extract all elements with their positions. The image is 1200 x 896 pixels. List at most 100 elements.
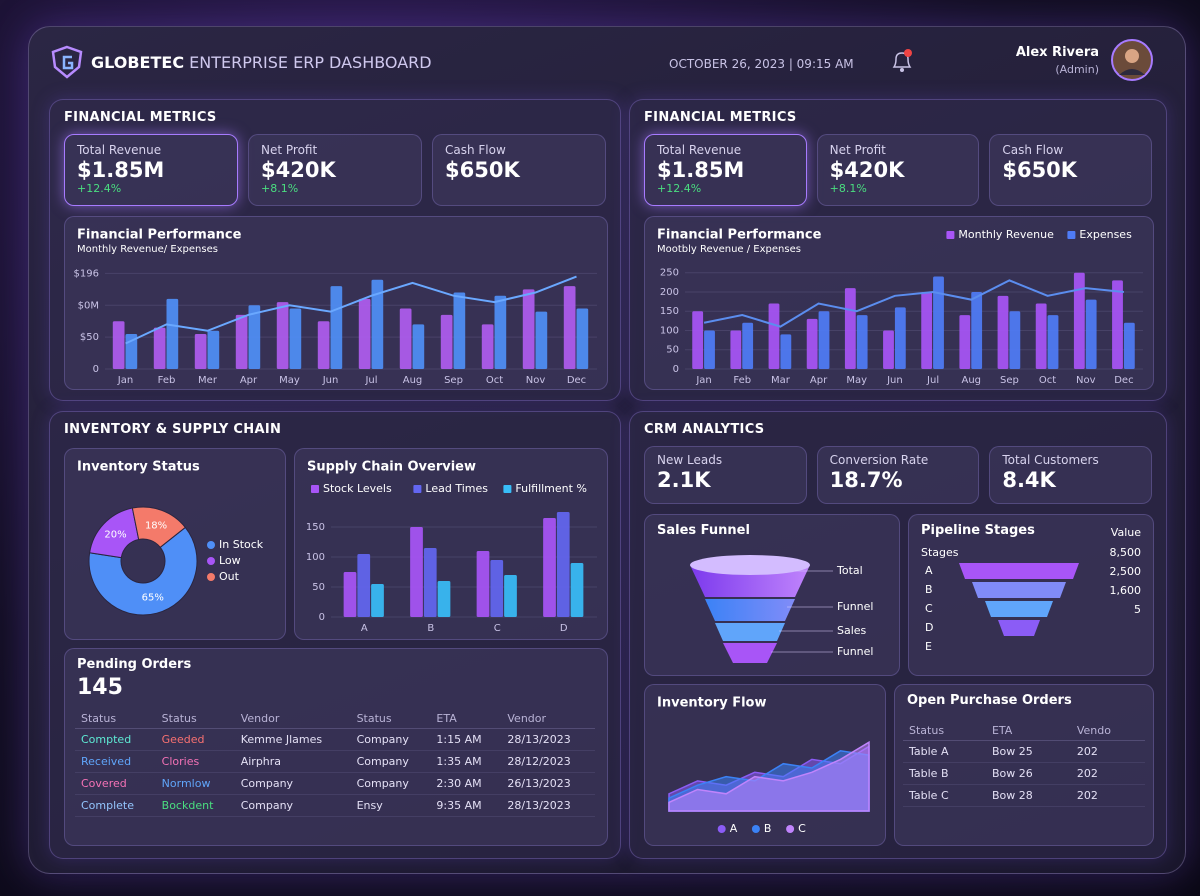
legend-swatch <box>413 485 422 493</box>
bar <box>1085 299 1097 369</box>
x-tick-label: Nov <box>526 375 546 386</box>
bar <box>1123 322 1135 369</box>
legend-label: Stock Levels <box>323 482 392 495</box>
pipeline-bar <box>959 563 1079 579</box>
table-cell: Company <box>350 728 431 751</box>
legend-swatch <box>751 825 760 833</box>
card-title: Pipeline Stages <box>921 523 1035 538</box>
header-row: Status ETA Vendo <box>903 721 1145 741</box>
x-tick-label: Sep <box>1000 375 1019 386</box>
bar <box>330 286 343 369</box>
x-tick-label: Jun <box>886 375 903 386</box>
legend-swatch <box>786 825 795 833</box>
pipeline-bar <box>998 620 1040 636</box>
bar <box>1112 280 1123 369</box>
table-cell: 9:35 AM <box>430 794 502 817</box>
table-cell: 202 <box>1070 740 1145 763</box>
legend-label: Monthly Revenue <box>958 228 1054 241</box>
card-title: Pending Orders <box>77 657 192 672</box>
bar <box>207 330 220 369</box>
bar <box>1073 272 1085 369</box>
bar <box>357 554 371 617</box>
table-row: Table B Bow 26 202 <box>903 762 1145 785</box>
bar <box>576 308 589 369</box>
table-cell: Covered <box>75 772 156 795</box>
x-tick-label: Jul <box>926 375 939 386</box>
table-cell: Company <box>350 772 431 795</box>
bar <box>371 584 384 617</box>
bar <box>730 330 742 369</box>
bar <box>806 318 818 369</box>
bar <box>371 279 384 369</box>
y-tick-label: 100 <box>660 325 679 336</box>
bar <box>423 548 437 617</box>
avatar[interactable] <box>1111 39 1153 81</box>
kpi-label: Cash Flow <box>445 143 506 157</box>
chart-card: Financial Performance Monthly Revenue/ Ex… <box>64 216 608 390</box>
bar <box>1047 315 1059 369</box>
bar <box>476 551 490 617</box>
bar <box>437 581 451 617</box>
table-cell: Airphra <box>234 750 351 773</box>
table-row: Covered Normlow Company Company 2:30 AM 26/13… <box>75 772 595 795</box>
trend-line <box>125 275 577 345</box>
user-role: (Admin) <box>1055 63 1099 76</box>
kpi-card: Net Profit $420K +8.1% <box>816 134 980 206</box>
x-tick-label: Feb <box>733 375 751 386</box>
bar <box>490 560 504 617</box>
table-cell: Received <box>75 750 156 773</box>
table-cell: Bow 25 <box>985 740 1071 763</box>
card-title: Sales Funnel <box>657 523 750 538</box>
bar <box>166 298 179 369</box>
kpi-value: 2.1K <box>657 468 711 492</box>
panel-title: CRM ANALYTICS <box>644 422 765 437</box>
kpi-value: $420K <box>261 158 336 182</box>
bar <box>997 295 1009 369</box>
legend-swatch <box>503 485 512 493</box>
table-cell: Table B <box>903 762 986 785</box>
table-cell: Geeded <box>155 728 235 751</box>
bar <box>194 333 207 369</box>
x-tick-label: Feb <box>158 375 176 386</box>
inventory-panel: INVENTORY & SUPPLY CHAIN Inventory Statu… <box>49 411 621 859</box>
y-tick-label: $50 <box>80 332 99 343</box>
notification-bell[interactable] <box>889 47 915 75</box>
kpi-value: 18.7% <box>829 468 903 492</box>
kpi-card: Net Profit $420K +8.1% <box>248 134 422 206</box>
kpi-card: Total Revenue $1.85M +12.4% <box>64 134 238 206</box>
y-tick-label: 250 <box>660 268 679 279</box>
funnel-label: Total <box>836 564 863 577</box>
kpi-label: Total Revenue <box>77 143 162 157</box>
chart-subtitle: Monthly Revenue/ Expenses <box>77 244 218 255</box>
y-tick-label: 150 <box>306 522 325 533</box>
table-cell: 1:35 AM <box>430 750 502 773</box>
stage-label: B <box>925 583 933 596</box>
kpi-change: +8.1% <box>829 182 867 195</box>
bar <box>933 276 944 369</box>
chart-title: Financial Performance <box>657 228 822 243</box>
panel-title: FINANCIAL METRICS <box>64 110 217 125</box>
datetime: OCTOBER 26, 2023 | 09:15 AM <box>669 57 854 71</box>
kpi-card: Cash Flow $650K <box>432 134 606 206</box>
kpi-change: +12.4% <box>77 182 122 195</box>
kpi-label: Cash Flow <box>1002 143 1064 157</box>
bar <box>856 315 868 369</box>
stage-value: 8,500 <box>1110 546 1142 559</box>
y-tick-label: $0M <box>78 300 99 311</box>
table-cell: Company <box>350 750 431 773</box>
table-cell: Bow 28 <box>985 784 1071 807</box>
kpi-card: New Leads 2.1K <box>644 446 807 504</box>
bar <box>276 302 289 369</box>
funnel-label: Funnel <box>837 645 873 658</box>
y-tick-label: 0 <box>673 364 679 375</box>
legend-label: In Stock <box>219 538 264 551</box>
kpi-label: Total Revenue <box>657 143 742 157</box>
kpi-label: New Leads <box>657 453 723 467</box>
chart-card: Supply Chain Overview 0 50 100 150 A B C D Stock … <box>294 448 608 640</box>
bar <box>343 572 357 617</box>
bar <box>768 303 780 369</box>
legend-label: Fulfillment % <box>515 482 587 495</box>
slice-label: 20% <box>104 530 126 541</box>
brand-title: GLOBETEC ENTERPRISE ERP DASHBOARD <box>91 53 432 72</box>
